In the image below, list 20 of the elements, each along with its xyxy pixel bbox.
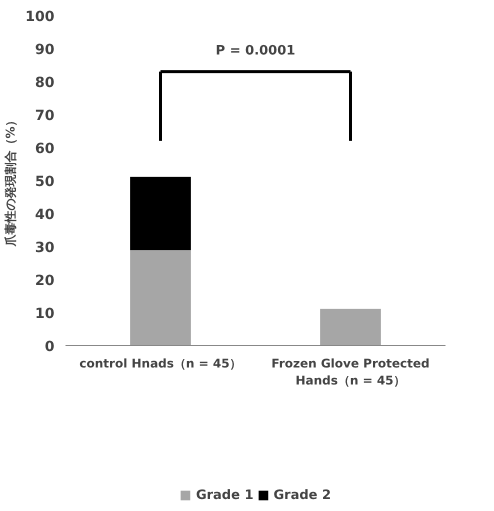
y-tick-label: 80 bbox=[35, 75, 55, 91]
legend-label: Grade 1 bbox=[196, 488, 254, 502]
bar bbox=[130, 176, 191, 250]
y-tick-label: 100 bbox=[25, 9, 55, 25]
y-tick-label: 30 bbox=[35, 240, 55, 256]
y-tick-label: 50 bbox=[35, 174, 55, 190]
y-tick-label: 70 bbox=[35, 108, 55, 124]
y-axis-title: 爪毒性の発現割合（%） bbox=[3, 114, 18, 248]
bar bbox=[320, 308, 381, 346]
x-tick-label: Frozen Glove Protected Hands（n = 45） bbox=[271, 356, 430, 388]
x-tick-label: control Hnads（n = 45） bbox=[79, 356, 242, 370]
y-tick-label: 0 bbox=[44, 339, 55, 355]
bar bbox=[130, 250, 191, 346]
y-tick-label: 40 bbox=[35, 207, 55, 223]
y-tick-label: 60 bbox=[35, 141, 55, 157]
annotation: P = 0.0001 bbox=[216, 43, 296, 58]
y-tick-label: 20 bbox=[35, 273, 55, 289]
legend-label: Grade 2 bbox=[274, 488, 332, 502]
y-tick-label: 90 bbox=[35, 42, 55, 58]
y-tick-label: 10 bbox=[35, 306, 55, 322]
